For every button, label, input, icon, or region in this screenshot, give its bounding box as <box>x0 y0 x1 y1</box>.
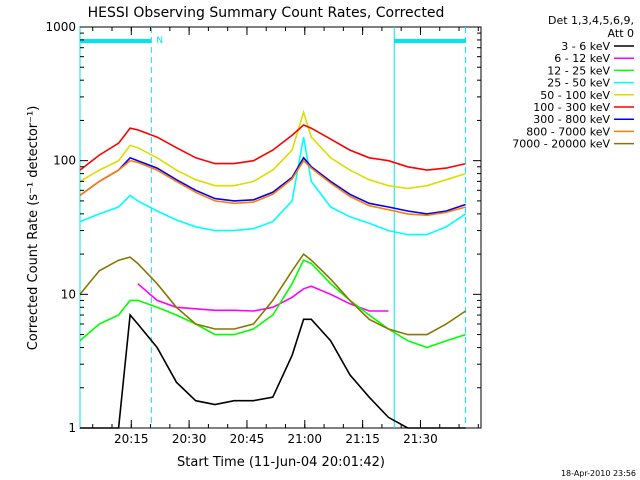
legend-label: 800 - 7000 keV <box>526 125 610 138</box>
series-line-1 <box>137 283 389 312</box>
x-tick-label: 21:15 <box>345 432 380 446</box>
y-tick-label: 100 <box>53 154 76 168</box>
series-line-3 <box>79 136 467 236</box>
y-tick-label: 1 <box>68 421 76 435</box>
x-tick-label: 21:30 <box>403 432 438 446</box>
x-tick-label: 21:00 <box>287 432 322 446</box>
x-tick-label: 20:15 <box>114 432 149 446</box>
y-tick-label: 10 <box>61 287 76 301</box>
x-tick-label: 20:30 <box>172 432 207 446</box>
series-line-6 <box>79 156 466 215</box>
series-line-2 <box>79 259 466 349</box>
x-axis-label: Start Time (11-Jun-04 20:01:42) <box>177 455 385 470</box>
timestamp: 18-Apr-2010 23:56 <box>561 469 636 478</box>
legend-label: 300 - 800 keV <box>533 113 610 126</box>
plot-frame <box>79 26 482 429</box>
series-layer <box>79 109 467 429</box>
legend-label: 3 - 6 keV <box>561 40 610 53</box>
series-line-4 <box>79 109 466 190</box>
legend-label: 25 - 50 keV <box>547 77 610 90</box>
annotation-layer: N <box>79 27 467 428</box>
legend-label: 50 - 100 keV <box>540 89 610 102</box>
night-marker-label: N <box>156 36 163 46</box>
y-axis-label: Corrected Count Rate (s⁻¹ detector⁻¹) <box>26 106 41 351</box>
legend-label: 12 - 25 keV <box>547 64 610 77</box>
legend-header-line-2: Att 0 <box>608 27 634 40</box>
tick-layer: 20:15 20:30 20:45 21:00 21:15 21:30 1 10 100 1000 <box>45 20 481 446</box>
y-tick-label: 1000 <box>45 20 76 34</box>
chart-title: HESSI Observing Summary Count Rates, Cor… <box>88 5 445 21</box>
series-line-7 <box>79 159 466 217</box>
series-line-8 <box>79 252 467 336</box>
legend-label: 6 - 12 keV <box>554 52 610 65</box>
legend-label: 7000 - 20000 keV <box>512 138 610 151</box>
x-tick-label: 20:45 <box>230 432 265 446</box>
series-line-5 <box>79 124 466 171</box>
series-line-0 <box>80 313 466 429</box>
legend-label: 100 - 300 keV <box>533 101 610 114</box>
legend-header-line-1: Det 1,3,4,5,6,9, <box>548 14 634 27</box>
